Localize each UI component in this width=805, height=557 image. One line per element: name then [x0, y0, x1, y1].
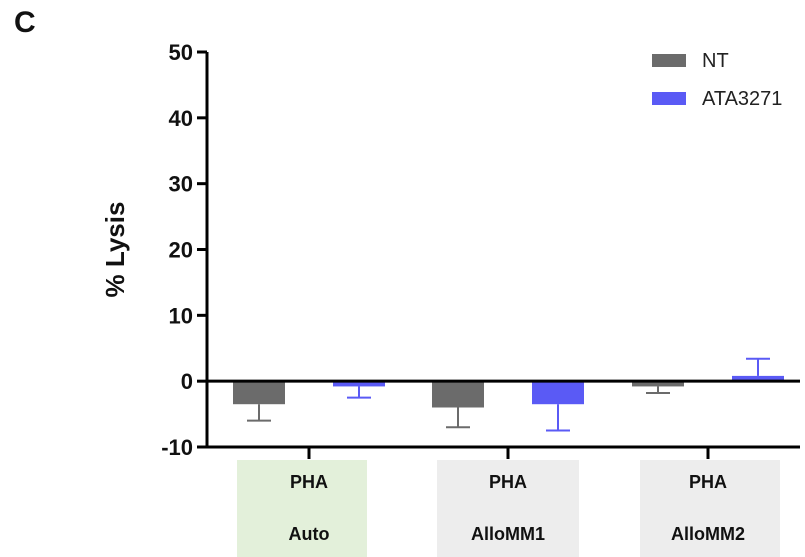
category-label-line1: PHA — [689, 472, 727, 492]
y-tick-label: 20 — [169, 238, 193, 263]
bar — [632, 381, 684, 387]
bar — [432, 381, 484, 408]
legend-label: NT — [702, 50, 729, 72]
panel-label: C — [14, 6, 36, 39]
bar — [233, 381, 285, 405]
category-label-line1: PHA — [290, 472, 328, 492]
y-tick-label: -10 — [161, 435, 193, 460]
y-axis-title: % Lysis — [100, 202, 130, 298]
y-tick-label: 10 — [169, 303, 193, 328]
y-tick-label: 50 — [169, 40, 193, 65]
y-tick-label: 30 — [169, 172, 193, 197]
bar — [333, 381, 385, 387]
category-label-box — [237, 460, 367, 557]
category-label-box — [640, 460, 780, 557]
category-label-line2: Auto — [289, 524, 330, 544]
legend-swatch — [652, 54, 686, 67]
category-label-line1: PHA — [489, 472, 527, 492]
y-tick-label: 40 — [169, 106, 193, 131]
legend-label: ATA3271 — [702, 88, 782, 110]
category-label-line2: AlloMM1 — [471, 524, 545, 544]
y-tick-label: 0 — [181, 369, 193, 394]
bar — [532, 381, 584, 405]
bar — [732, 375, 784, 382]
category-label-box — [437, 460, 579, 557]
legend-swatch — [652, 92, 686, 105]
category-label-line2: AlloMM2 — [671, 524, 745, 544]
